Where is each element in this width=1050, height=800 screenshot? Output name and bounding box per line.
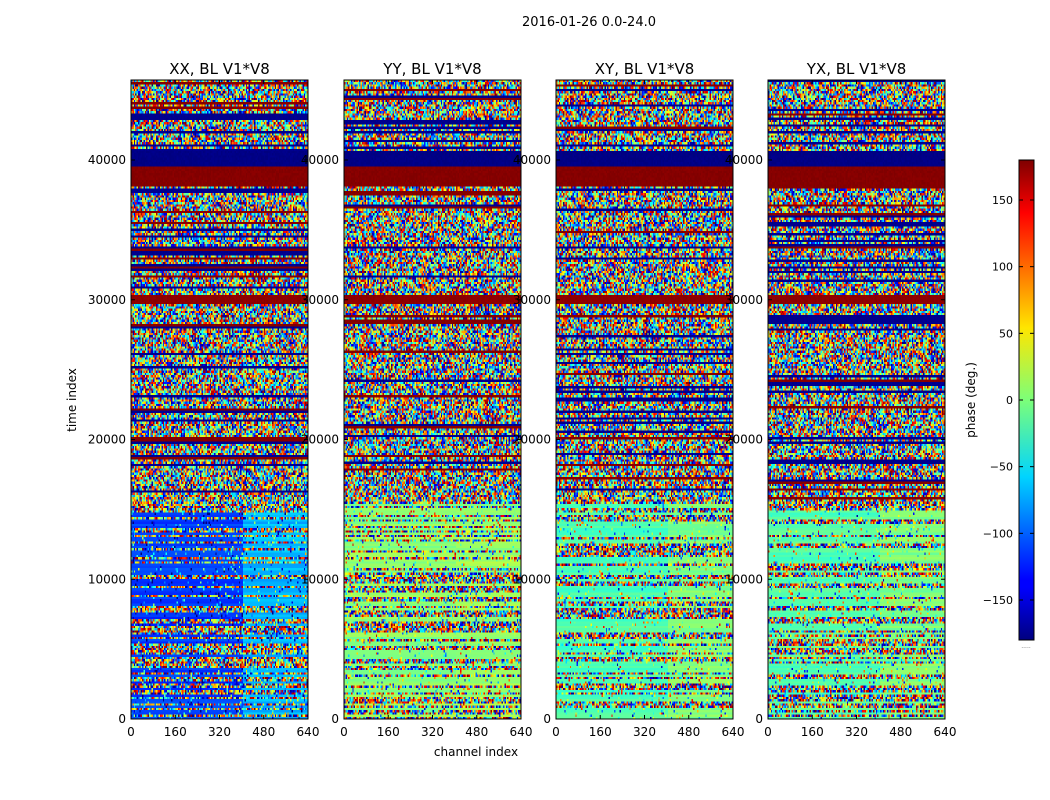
x-tick-label: 640 [510,725,533,739]
y-tick-label: 30000 [88,293,126,307]
x-tick-label: 640 [934,725,957,739]
y-tick-label: 30000 [725,293,763,307]
y-tick-label: 20000 [725,433,763,447]
y-tick-label: 10000 [725,572,763,586]
colorbar-tick-label: −50 [990,461,1013,474]
y-tick-label: 20000 [301,433,339,447]
panels: XX, BL V1*V8 0 160 320 480 640 0 10000 20000 3000… [88,60,957,739]
y-tick-label: 0 [755,712,763,726]
figure-title: 2016-01-26 0.0-24.0 [522,15,656,30]
x-tick-label: 160 [164,725,187,739]
colorbar-ticks: −150 −100 −50 0 50 100 150 [983,194,1034,607]
x-tick-label: 0 [127,725,135,739]
y-tick-label: 10000 [88,572,126,586]
colorbar-footer: ..... [1021,643,1031,650]
x-tick-label: 0 [552,725,560,739]
colorbar: −150 −100 −50 0 50 100 150 phase (deg.) ..... [964,159,1035,650]
x-tick-label: 480 [465,725,488,739]
colorbar-tick-label: 50 [999,327,1013,340]
y-tick-label: 0 [331,712,339,726]
y-axis-label: time index [65,368,79,432]
panel-title: YX, BL V1*V8 [806,60,907,78]
y-tick-label: 20000 [513,433,551,447]
y-tick-label: 40000 [725,153,763,167]
x-tick-label: 320 [845,725,868,739]
colorbar-label: phase (deg.) [964,362,978,438]
x-tick-label: 320 [208,725,231,739]
panel-title: XX, BL V1*V8 [169,60,270,78]
y-tick-label: 40000 [301,153,339,167]
panel-3: XY, BL V1*V8 0 160 320 480 640 0 10000 20000 3000… [513,60,745,739]
x-tick-label: 640 [722,725,745,739]
colorbar-tick-label: 0 [1006,394,1013,407]
y-tick-label: 30000 [513,293,551,307]
x-tick-label: 160 [377,725,400,739]
x-tick-label: 0 [764,725,772,739]
colorbar-tick-label: 100 [992,261,1013,274]
x-tick-label: 640 [297,725,320,739]
x-tick-label: 0 [340,725,348,739]
heatmap-image [344,80,521,719]
x-tick-label: 480 [677,725,700,739]
heatmap-image [768,80,945,719]
y-tick-label: 40000 [88,153,126,167]
y-tick-label: 0 [543,712,551,726]
panel-1: XX, BL V1*V8 0 160 320 480 640 0 10000 20000 3000… [88,60,320,739]
y-tick-label: 30000 [301,293,339,307]
y-tick-label: 10000 [513,572,551,586]
x-tick-label: 320 [421,725,444,739]
panel-4: YX, BL V1*V8 0 160 320 480 640 0 10000 20000 3000… [725,60,957,739]
panel-title: XY, BL V1*V8 [595,60,695,78]
y-tick-label: 0 [118,712,126,726]
x-axis-label: channel index [434,745,518,759]
x-tick-label: 480 [252,725,275,739]
colorbar-tick-label: −150 [983,594,1013,607]
colorbar-tick-label: −100 [983,527,1013,540]
y-tick-label: 10000 [301,572,339,586]
heatmap-image [131,80,308,719]
x-tick-label: 160 [801,725,824,739]
y-tick-label: 20000 [88,433,126,447]
panel-title: YY, BL V1*V8 [382,60,481,78]
panel-2: YY, BL V1*V8 0 160 320 480 640 0 10000 20000 3000… [301,60,533,739]
x-tick-label: 480 [889,725,912,739]
x-tick-label: 320 [633,725,656,739]
heatmap-image [556,80,733,719]
colorbar-tick-label: 150 [992,194,1013,207]
y-tick-label: 40000 [513,153,551,167]
x-tick-label: 160 [589,725,612,739]
